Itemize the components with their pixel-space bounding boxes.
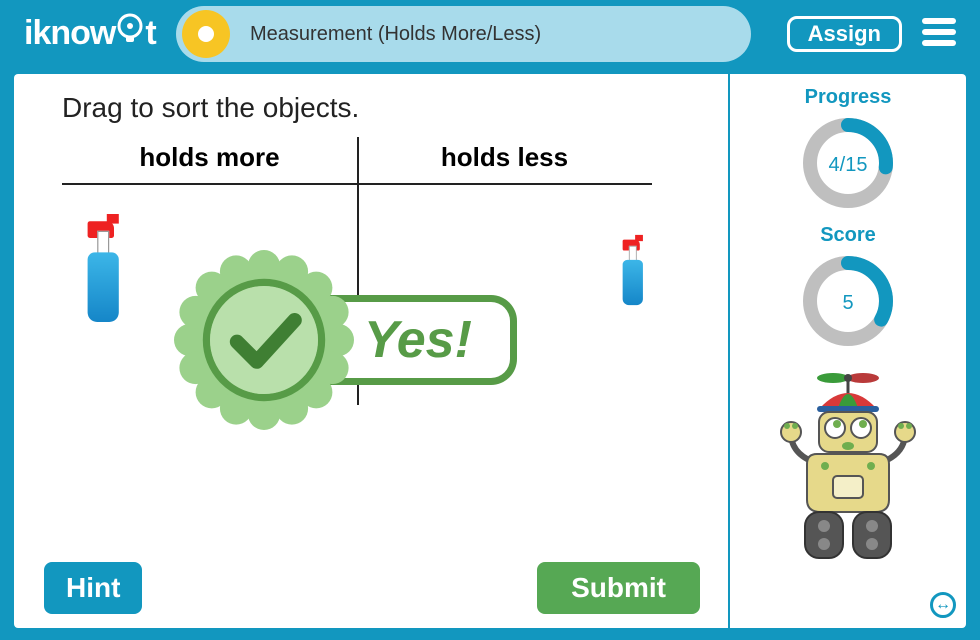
col-header-left: holds more [62,136,357,183]
success-badge-icon [174,250,354,430]
brand-text-post: t [145,14,155,53]
brand-logo[interactable]: iknow t [24,14,156,53]
assign-button[interactable]: Assign [787,16,902,52]
question-instruction: Drag to sort the objects. [62,92,700,124]
progress-ring: 4/15 [798,113,898,218]
submit-button[interactable]: Submit [537,562,700,614]
side-panel: Progress 4/15 Score 5 [728,74,966,628]
progress-label: Progress [730,86,966,109]
feedback-text: Yes! [364,310,472,370]
progress-value: 4/15 [798,113,898,218]
score-label: Score [730,224,966,247]
lesson-title: Measurement (Holds More/Less) [250,23,541,46]
main-area: Drag to sort the objects. holds more hol… [14,74,728,628]
lightbulb-icon [115,12,145,50]
score-value: 5 [798,251,898,356]
score-ring: 5 [798,251,898,356]
sun-icon [182,10,230,58]
feedback-correct: Yes! [174,250,517,430]
menu-icon[interactable] [922,18,956,51]
stage: Drag to sort the objects. holds more hol… [14,74,966,628]
col-header-right: holds less [357,136,652,183]
hint-button[interactable]: Hint [44,562,142,614]
app-frame: Measurement (Holds More/Less) iknow t As… [0,0,980,640]
robot-mascot-icon [730,366,966,566]
lesson-title-pill: Measurement (Holds More/Less) [176,6,751,62]
brand-text-pre: iknow [24,14,115,53]
expand-icon[interactable]: ↔ [930,592,956,618]
header-bar: Measurement (Holds More/Less) iknow t As… [0,0,980,66]
spray-bottle-large-icon[interactable] [83,214,121,322]
spray-bottle-small-icon[interactable] [620,235,645,305]
